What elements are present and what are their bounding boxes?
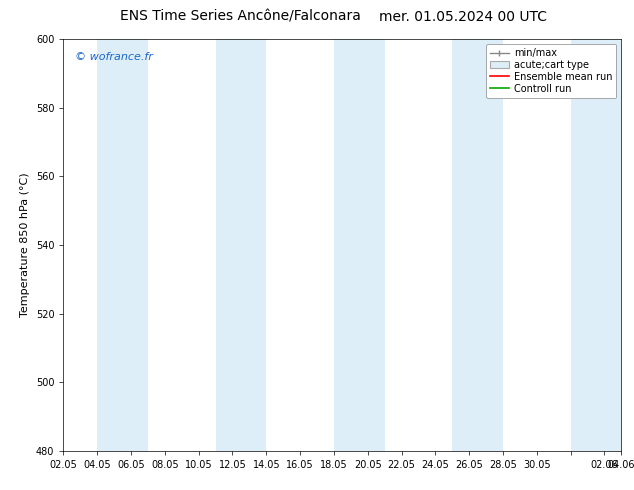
Text: © wofrance.fr: © wofrance.fr bbox=[75, 51, 152, 62]
Bar bbox=[216, 39, 266, 451]
Text: mer. 01.05.2024 00 UTC: mer. 01.05.2024 00 UTC bbox=[379, 10, 547, 24]
Y-axis label: Temperature 850 hPa (°C): Temperature 850 hPa (°C) bbox=[20, 172, 30, 318]
Legend: min/max, acute;cart type, Ensemble mean run, Controll run: min/max, acute;cart type, Ensemble mean … bbox=[486, 44, 616, 98]
Text: ENS Time Series Ancône/Falconara: ENS Time Series Ancône/Falconara bbox=[120, 10, 361, 24]
Bar bbox=[571, 39, 621, 451]
Bar bbox=[452, 39, 503, 451]
Bar bbox=[97, 39, 148, 451]
Bar bbox=[334, 39, 385, 451]
